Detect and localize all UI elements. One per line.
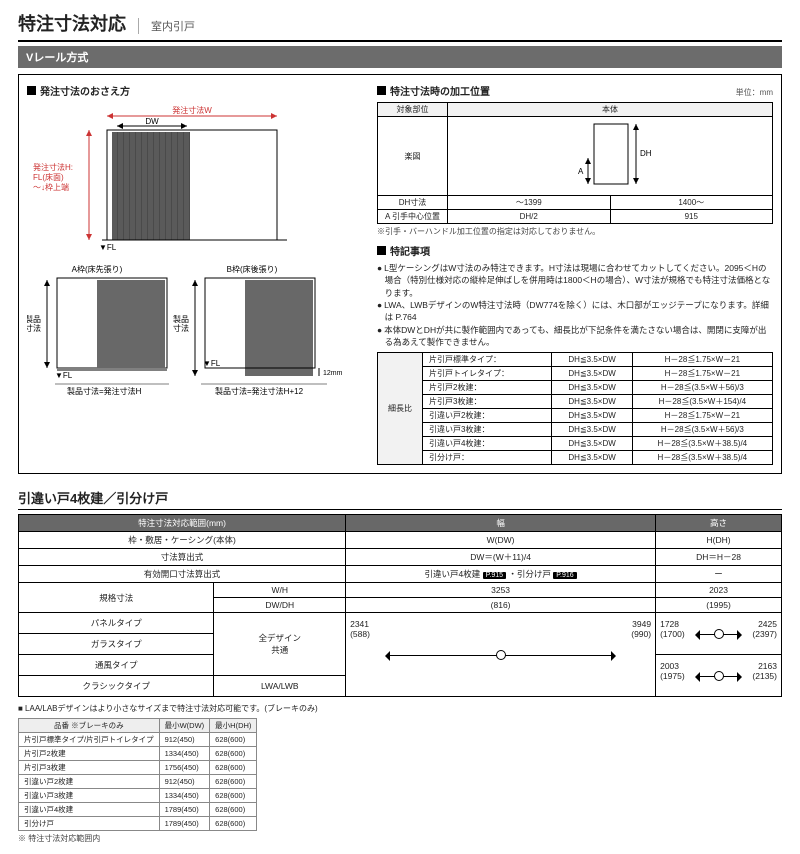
aspect-ratio-table: 細長比 片引戸標準タイプ：DH≦3.5×DWH－28≦1.75×W－21 片引戸… xyxy=(377,352,773,465)
svg-text:発注寸法H:FL(床面)～↓枠上端: 発注寸法H:FL(床面)～↓枠上端 xyxy=(33,162,73,192)
right-heading-1: 特注寸法時の加工位置 xyxy=(377,83,490,98)
svg-text:12mm: 12mm xyxy=(323,370,343,377)
svg-text:DH: DH xyxy=(640,149,652,158)
svg-text:▼FL: ▼FL xyxy=(55,371,73,380)
svg-text:DW: DW xyxy=(145,117,159,126)
proc-mini-diagram: DH A xyxy=(550,118,670,192)
caution-note: ※引手・バーハンドル加工位置の指定は対応しておりません。 xyxy=(377,226,773,237)
svg-text:製品寸法=発注寸法H+12: 製品寸法=発注寸法H+12 xyxy=(215,386,304,396)
svg-text:製品寸法: 製品寸法 xyxy=(27,314,41,333)
svg-text:▼FL: ▼FL xyxy=(203,359,221,368)
spec-table: 特注寸法対応範囲(mm) 幅 高さ 枠・敷居・ケーシング(本体) W(DW) H… xyxy=(18,514,782,697)
unit-label: 単位：mm xyxy=(736,87,773,98)
left-heading: 発注寸法のおさえ方 xyxy=(27,83,367,98)
section-band: Vレール方式 xyxy=(18,46,782,68)
door-diagram-ab: A枠(床先張り) B枠(床後張り) 製品寸法 ▼FL 製品寸法=発注寸法H xyxy=(27,262,367,412)
mini-lead: ■ LAA/LABデザインはより小さなサイズまで特注寸法対応可能です。(ブレーキ… xyxy=(18,703,782,714)
special-notes: L型ケーシングはW寸法のみ特注できます。H寸法は現場に合わせてカットしてください… xyxy=(377,262,773,348)
page-title: 特注寸法対応 xyxy=(18,10,126,36)
door-diagram-top: 発注寸法W DW 発注寸法H:FL(床面)～↓枠上端 ▼FL xyxy=(27,102,367,262)
svg-text:発注寸法W: 発注寸法W xyxy=(172,105,212,115)
svg-text:▼FL: ▼FL xyxy=(99,243,117,252)
page-subtitle: 室内引戸 xyxy=(138,18,195,34)
svg-text:製品寸法=発注寸法H: 製品寸法=発注寸法H xyxy=(67,386,142,396)
processing-table: 対象部位本体 楽図 DH A DH xyxy=(377,102,773,224)
title-bar: 特注寸法対応 室内引戸 xyxy=(18,10,782,42)
svg-text:製品寸法: 製品寸法 xyxy=(173,314,189,333)
right-heading-2: 特記事項 xyxy=(377,243,773,258)
mini-size-table: 品番 ※ブレーキのみ最小W(DW)最小H(DH) 片引戸標準タイプ/片引戸トイレ… xyxy=(18,718,257,831)
section-2-title: 引違い戸4枚建／引分け戸 xyxy=(18,482,782,510)
svg-text:A枠(床先張り): A枠(床先張り) xyxy=(72,264,123,274)
mini-note: ※ 特注寸法対応範囲内 xyxy=(18,833,782,844)
svg-text:B枠(床後張り): B枠(床後張り) xyxy=(227,264,278,274)
svg-text:A: A xyxy=(578,167,584,176)
